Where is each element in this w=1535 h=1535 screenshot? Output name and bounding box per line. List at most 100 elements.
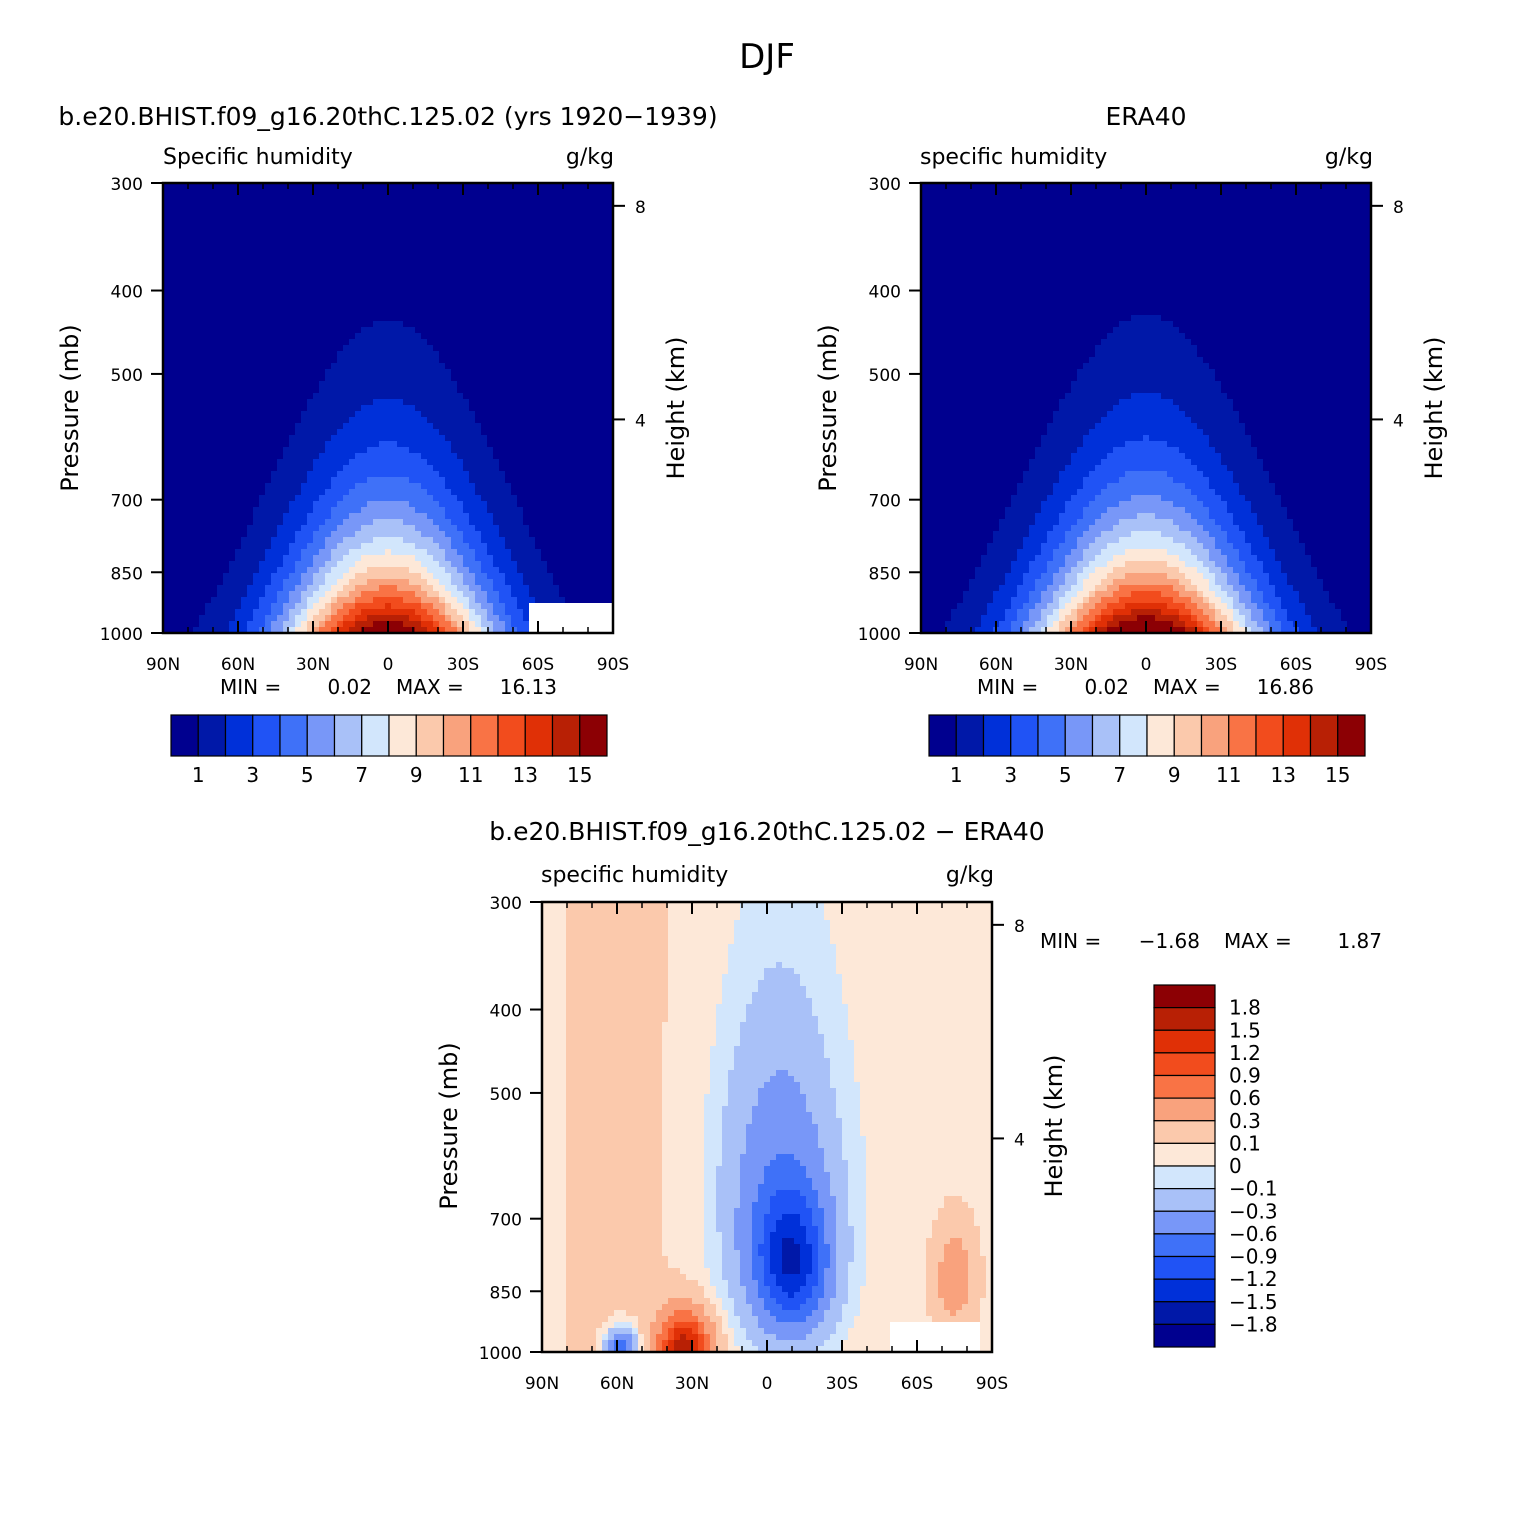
contour-cell xyxy=(385,465,392,472)
contour-cell xyxy=(319,435,326,442)
contour-cell xyxy=(541,573,548,580)
contour-cell xyxy=(277,369,284,376)
contour-cell xyxy=(199,579,206,586)
contour-cell xyxy=(373,321,380,328)
contour-cell xyxy=(331,519,338,526)
contour-cell xyxy=(517,351,524,358)
contour-cell xyxy=(283,537,290,544)
contour-cell xyxy=(169,471,176,478)
contour-cell xyxy=(505,261,512,268)
contour-cell xyxy=(265,231,272,238)
contour-cell xyxy=(241,201,248,208)
contour-cell xyxy=(265,393,272,400)
contour-cell xyxy=(271,477,278,484)
contour-cell xyxy=(277,447,284,454)
contour-cell xyxy=(229,225,236,232)
contour-cell xyxy=(607,339,614,346)
contour-cell xyxy=(325,495,332,502)
contour-cell xyxy=(385,351,392,358)
contour-cell xyxy=(295,543,302,550)
contour-cell xyxy=(253,333,260,340)
contour-cell xyxy=(397,573,404,580)
contour-cell xyxy=(433,561,440,568)
contour-cell xyxy=(433,471,440,478)
contour-cell xyxy=(427,273,434,280)
contour-cell xyxy=(535,291,542,298)
contour-cell xyxy=(589,387,596,394)
contour-cell xyxy=(523,279,530,286)
contour-cell xyxy=(505,249,512,256)
contour-cell xyxy=(379,267,386,274)
contour-cell xyxy=(517,303,524,310)
contour-cell xyxy=(241,261,248,268)
contour-cell xyxy=(265,531,272,538)
contour-cell xyxy=(517,399,524,406)
contour-cell xyxy=(271,297,278,304)
contour-cell xyxy=(199,363,206,370)
contour-cell xyxy=(295,555,302,562)
contour-cell xyxy=(379,555,386,562)
contour-cell xyxy=(193,297,200,304)
contour-cell xyxy=(391,315,398,322)
contour-cell xyxy=(211,429,218,436)
contour-cell xyxy=(349,201,356,208)
contour-cell xyxy=(583,237,590,244)
contour-cell xyxy=(565,255,572,262)
contour-cell xyxy=(211,573,218,580)
contour-cell xyxy=(295,471,302,478)
contour-cell xyxy=(427,507,434,514)
contour-cell xyxy=(589,519,596,526)
contour-cell xyxy=(343,189,350,196)
contour-cell xyxy=(595,537,602,544)
contour-cell xyxy=(241,459,248,466)
contour-cell xyxy=(499,261,506,268)
contour-cell xyxy=(397,231,404,238)
contour-cell xyxy=(421,369,428,376)
contour-cell xyxy=(439,285,446,292)
contour-cell xyxy=(379,561,386,568)
contour-cell xyxy=(397,531,404,538)
contour-cell xyxy=(451,309,458,316)
contour-cell xyxy=(271,555,278,562)
contour-cell xyxy=(319,297,326,304)
contour-cell xyxy=(367,489,374,496)
contour-cell xyxy=(217,555,224,562)
contour-cell xyxy=(223,249,230,256)
contour-cell xyxy=(409,555,416,562)
contour-cell xyxy=(343,501,350,508)
contour-cell xyxy=(181,453,188,460)
contour-cell xyxy=(577,399,584,406)
contour-cell xyxy=(511,297,518,304)
contour-cell xyxy=(229,405,236,412)
contour-cell xyxy=(163,543,170,550)
contour-cell xyxy=(463,549,470,556)
contour-cell xyxy=(235,423,242,430)
contour-cell xyxy=(349,495,356,502)
contour-cell xyxy=(163,207,170,214)
contour-cell xyxy=(553,273,560,280)
contour-cell xyxy=(475,357,482,364)
contour-cell xyxy=(553,477,560,484)
contour-cell xyxy=(211,519,218,526)
contour-cell xyxy=(457,399,464,406)
contour-cell xyxy=(211,255,218,262)
contour-cell xyxy=(271,261,278,268)
contour-cell xyxy=(403,549,410,556)
contour-cell xyxy=(535,333,542,340)
contour-cell xyxy=(445,291,452,298)
contour-cell xyxy=(541,447,548,454)
contour-cell xyxy=(325,519,332,526)
contour-cell xyxy=(421,357,428,364)
contour-cell xyxy=(499,537,506,544)
contour-cell xyxy=(355,249,362,256)
contour-cell xyxy=(517,327,524,334)
contour-cell xyxy=(511,339,518,346)
contour-cell xyxy=(343,351,350,358)
contour-cell xyxy=(187,297,194,304)
contour-cell xyxy=(607,573,614,580)
contour-cell xyxy=(523,477,530,484)
contour-cell xyxy=(529,531,536,538)
contour-cell xyxy=(505,321,512,328)
contour-cell xyxy=(241,249,248,256)
contour-cell xyxy=(241,453,248,460)
